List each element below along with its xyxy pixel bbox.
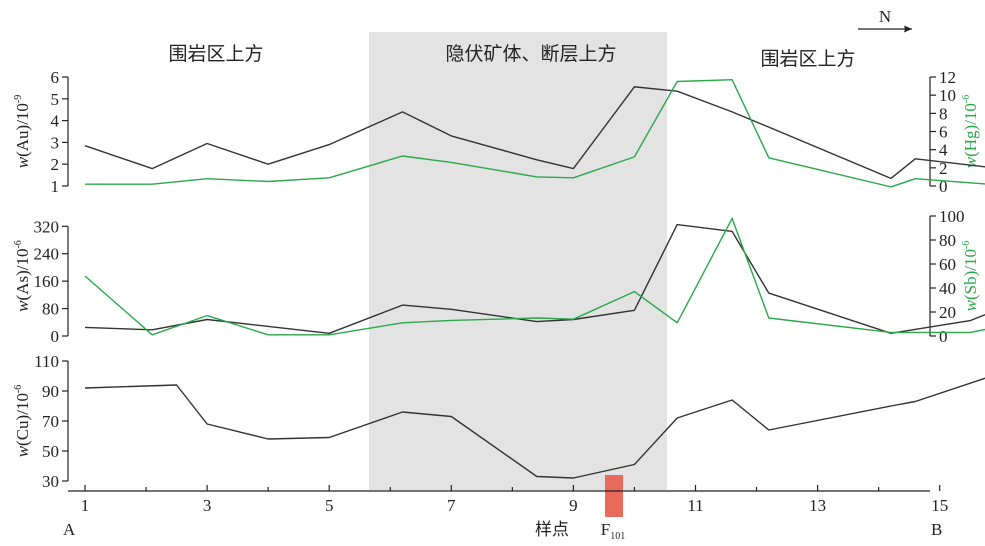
left-tick-label: 6: [51, 68, 60, 87]
right-tick-label: 4: [939, 141, 948, 160]
left-tick-label: 0: [51, 327, 60, 346]
fault-label-sub: 101: [610, 531, 625, 541]
right-axis-title-1: w(Sb)/10-6: [961, 241, 980, 312]
fault-marker: [605, 475, 623, 517]
axis-title-text: (Cu)/10: [13, 393, 32, 446]
right-tick-label: 2: [939, 159, 948, 178]
left-axis-title-2: w(Cu)/10-6: [13, 385, 32, 458]
left-tick-label: 5: [51, 90, 60, 109]
zone-label-left: 围岩区上方: [168, 43, 263, 65]
left-tick-label: 30: [42, 472, 59, 491]
left-tick-label: 4: [51, 112, 60, 131]
left-tick-label: 240: [34, 245, 60, 264]
x-tick-label: 15: [931, 496, 948, 515]
left-tick-label: 110: [34, 352, 59, 371]
fault-label-main: F: [601, 520, 610, 539]
x-axis-title: 样点: [535, 520, 569, 539]
x-tick-label: 7: [447, 496, 456, 515]
axis-title-exp: -9: [13, 95, 24, 103]
end-label-b: B: [931, 520, 942, 539]
left-tick-label: 1: [51, 177, 60, 196]
right-tick-label: 6: [939, 123, 948, 142]
left-tick-label: 50: [42, 442, 59, 461]
axis-title-exp: -6: [961, 95, 972, 103]
series-line-0-0: [84, 86, 985, 180]
axis-title-var: w: [961, 299, 980, 311]
series-line-0-1: [85, 78, 985, 188]
right-tick-label: 80: [939, 231, 956, 250]
series-line-1-0: [84, 223, 985, 334]
left-tick-label: 70: [42, 412, 59, 431]
axis-title-exp: -6: [13, 240, 24, 248]
left-tick-label: 320: [34, 217, 60, 236]
right-tick-label: 0: [939, 327, 948, 346]
left-axis-title-0: w(Au)/10-9: [13, 95, 32, 169]
axis-title-var: w: [13, 300, 32, 312]
x-tick-label: 3: [203, 496, 212, 515]
x-tick-label: 13: [809, 496, 826, 515]
axis-title-var: w: [13, 445, 32, 457]
left-tick-label: 3: [51, 133, 60, 152]
right-axis-title-0: w(Hg)/10-6: [961, 95, 980, 169]
axis-title-exp: -6: [13, 385, 24, 393]
north-label: N: [879, 7, 891, 26]
zone-label-right: 围岩区上方: [760, 48, 855, 70]
right-tick-label: 60: [939, 255, 956, 274]
axis-title-text: (Sb)/10: [961, 249, 980, 300]
ore-zone-shading: [369, 32, 667, 490]
right-tick-label: 12: [939, 68, 956, 87]
axis-title-var: w: [13, 156, 32, 168]
right-tick-label: 8: [939, 104, 948, 123]
left-tick-label: 80: [42, 300, 59, 319]
right-tick-label: 0: [939, 177, 948, 196]
zone-label-middle: 隐伏矿体、断层上方: [445, 43, 616, 65]
x-tick-label: 1: [81, 496, 90, 515]
left-tick-label: 2: [51, 155, 60, 174]
x-tick-label: 5: [325, 496, 334, 515]
end-label-a: A: [63, 520, 76, 539]
right-tick-label: 100: [939, 207, 965, 226]
x-tick-label: 9: [569, 496, 578, 515]
right-tick-label: 40: [939, 279, 956, 298]
left-axis-title-1: w(As)/10-6: [13, 240, 32, 312]
axis-title-text: (Hg)/10: [961, 103, 980, 157]
series-line-2-0: [84, 377, 985, 479]
left-tick-label: 90: [42, 382, 59, 401]
series-line-1-1: [84, 217, 985, 336]
left-tick-label: 160: [34, 272, 60, 291]
axis-title-exp: -6: [961, 241, 972, 249]
right-tick-label: 20: [939, 303, 956, 322]
right-tick-label: 10: [939, 86, 956, 105]
fault-label: F101: [601, 520, 625, 541]
axis-title-text: (As)/10: [13, 249, 32, 301]
x-tick-label: 11: [687, 496, 703, 515]
axis-title-text: (Au)/10: [13, 103, 32, 157]
north-arrow: N: [858, 7, 912, 33]
